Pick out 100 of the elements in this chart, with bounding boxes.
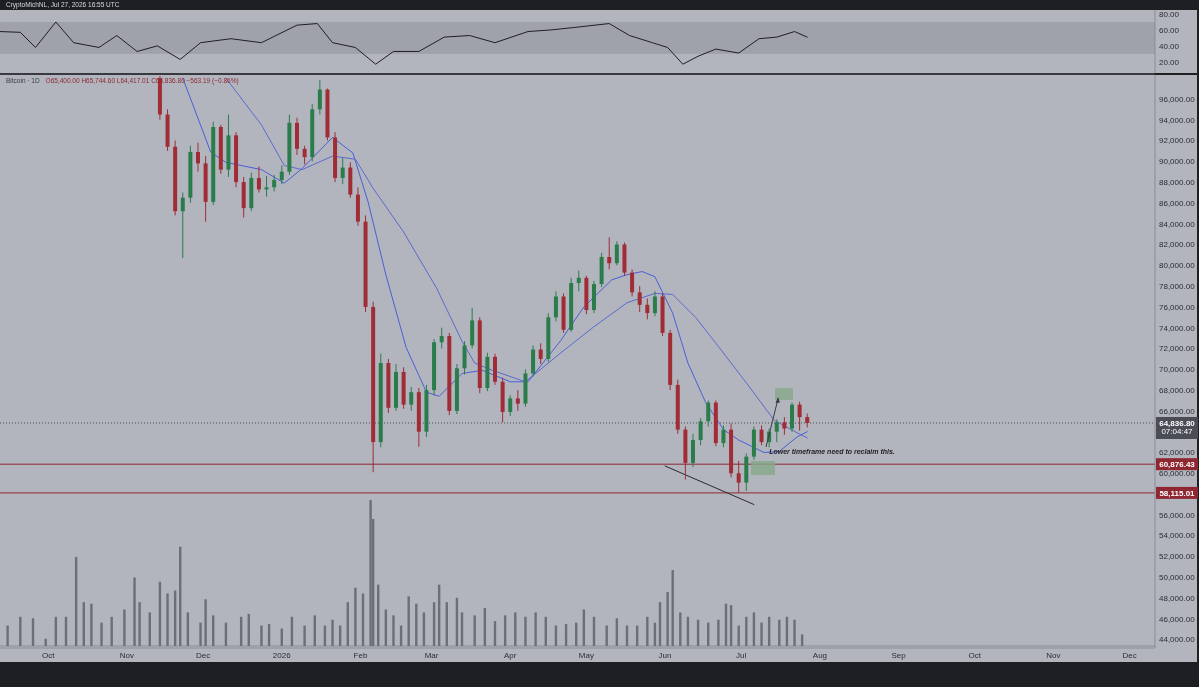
bar bbox=[666, 591, 669, 646]
y-tick-label: 60,000.00 bbox=[1159, 469, 1196, 479]
bar bbox=[392, 615, 395, 646]
candlestick bbox=[317, 79, 322, 116]
y-tick-label: 40.00 bbox=[1159, 41, 1180, 51]
x-tick-label: Dec bbox=[1122, 651, 1137, 660]
y-tick-label: 52,000.00 bbox=[1159, 552, 1196, 562]
y-tick-label: 48,000.00 bbox=[1159, 593, 1196, 603]
y-tick-label: 20.00 bbox=[1159, 57, 1180, 67]
bar bbox=[534, 612, 537, 646]
bar bbox=[354, 587, 357, 646]
x-tick-label: Feb bbox=[353, 651, 368, 660]
y-tick-label: 86,000.00 bbox=[1159, 198, 1196, 208]
bar bbox=[123, 609, 126, 646]
bar bbox=[605, 625, 608, 646]
y-tick-label: 80,000.00 bbox=[1159, 261, 1196, 271]
bar bbox=[671, 570, 674, 646]
candlestick bbox=[652, 290, 657, 317]
bar bbox=[369, 500, 372, 646]
bar bbox=[138, 602, 141, 646]
bar bbox=[44, 638, 47, 646]
candlestick bbox=[630, 268, 635, 297]
candlestick bbox=[553, 290, 558, 322]
candlestick bbox=[439, 327, 444, 349]
x-tick-label: Aug bbox=[812, 651, 828, 660]
y-tick-label: 84,000.00 bbox=[1159, 219, 1196, 229]
candlestick bbox=[180, 192, 185, 259]
x-tick-label: Jun bbox=[658, 651, 672, 660]
bar bbox=[204, 599, 207, 646]
y-tick-label: 96,000.00 bbox=[1159, 94, 1196, 104]
y-tick-label: 54,000.00 bbox=[1159, 531, 1196, 541]
y-tick-label: 50,000.00 bbox=[1159, 573, 1196, 583]
candlestick bbox=[196, 142, 200, 173]
y-tick-label: 46,000.00 bbox=[1159, 614, 1196, 624]
bar bbox=[19, 616, 22, 646]
y-tick-label: 70,000.00 bbox=[1159, 365, 1196, 375]
candlestick bbox=[645, 298, 650, 320]
candlestick bbox=[264, 175, 269, 198]
y-tick-label: 78,000.00 bbox=[1159, 281, 1196, 291]
candlestick bbox=[774, 418, 779, 443]
y-tick-label: 82,000.00 bbox=[1159, 240, 1196, 250]
bar bbox=[514, 612, 517, 646]
bar bbox=[646, 616, 649, 646]
line-series bbox=[0, 21, 808, 65]
candlestick bbox=[302, 145, 307, 165]
candlestick bbox=[576, 270, 581, 292]
y-tick-label: 66,000.00 bbox=[1159, 406, 1196, 416]
y-tick-label: 76,000.00 bbox=[1159, 302, 1196, 312]
bar bbox=[745, 616, 748, 646]
bar bbox=[760, 622, 763, 646]
x-tick-label: Jul bbox=[736, 651, 747, 660]
bar bbox=[260, 625, 263, 646]
ref-line-label: 60,876.43 bbox=[1159, 459, 1196, 469]
text: 07:04:47 bbox=[1161, 426, 1194, 436]
bar bbox=[415, 603, 418, 646]
y-tick-label: 62,000.00 bbox=[1159, 448, 1196, 458]
x-tick-label: Dec bbox=[195, 651, 211, 660]
candlestick bbox=[797, 401, 802, 432]
x-tick-label: Sep bbox=[891, 651, 907, 660]
candlestick bbox=[515, 389, 520, 412]
bar bbox=[110, 616, 113, 646]
bar bbox=[737, 625, 740, 646]
x-tick-label: Nov bbox=[1046, 651, 1061, 660]
x-tick-label: Nov bbox=[119, 651, 135, 660]
candlestick bbox=[508, 394, 513, 417]
candlestick bbox=[256, 166, 261, 194]
candlestick bbox=[531, 344, 536, 378]
bar bbox=[303, 625, 306, 646]
y-tick-label: 68,000.00 bbox=[1159, 385, 1196, 395]
x-tick-label: Oct bbox=[42, 651, 56, 660]
y-tick-label: 72,000.00 bbox=[1159, 344, 1196, 354]
bar bbox=[166, 593, 169, 646]
y-tick-label: 92,000.00 bbox=[1159, 136, 1196, 146]
bar bbox=[100, 622, 103, 646]
x-tick-label: Oct bbox=[968, 651, 982, 660]
candlestick bbox=[340, 157, 345, 185]
candlestick bbox=[736, 460, 741, 494]
candlestick bbox=[607, 236, 612, 270]
x-tick-label: May bbox=[578, 651, 594, 660]
candlestick bbox=[706, 400, 711, 427]
candlestick bbox=[721, 424, 726, 448]
y-tick-label: 60.00 bbox=[1159, 25, 1180, 35]
candlestick bbox=[698, 417, 703, 446]
bar bbox=[717, 619, 720, 646]
candlestick bbox=[759, 424, 764, 446]
y-tick-label: 56,000.00 bbox=[1159, 510, 1196, 520]
y-tick-label: 94,000.00 bbox=[1159, 115, 1196, 125]
bar bbox=[524, 616, 527, 646]
bar bbox=[679, 612, 682, 646]
bar bbox=[199, 622, 202, 646]
candlestick bbox=[614, 240, 619, 266]
y-tick-label: 88,000.00 bbox=[1159, 177, 1196, 187]
candlestick bbox=[279, 164, 284, 185]
bar bbox=[778, 619, 781, 646]
ref-line-label: 64,836.80 bbox=[1159, 418, 1196, 428]
bar bbox=[407, 596, 410, 646]
bar bbox=[90, 603, 93, 646]
x-tick-label: Mar bbox=[424, 651, 439, 660]
candlestick bbox=[538, 342, 543, 365]
candlestick bbox=[790, 402, 794, 433]
